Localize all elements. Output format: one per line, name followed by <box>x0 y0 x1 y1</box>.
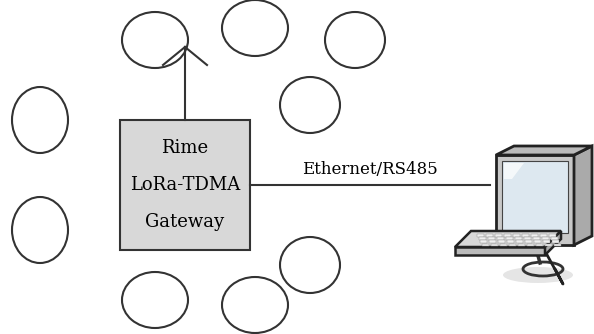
Polygon shape <box>574 146 592 245</box>
Polygon shape <box>549 234 556 236</box>
Polygon shape <box>508 243 516 246</box>
Polygon shape <box>489 240 496 243</box>
Polygon shape <box>455 247 545 255</box>
Polygon shape <box>488 237 494 240</box>
Polygon shape <box>504 163 524 179</box>
Polygon shape <box>455 231 561 247</box>
Polygon shape <box>532 237 539 240</box>
Polygon shape <box>502 161 568 233</box>
Polygon shape <box>552 240 559 243</box>
FancyBboxPatch shape <box>120 120 250 250</box>
Polygon shape <box>482 243 488 246</box>
Text: Ethernet/RS485: Ethernet/RS485 <box>302 161 438 178</box>
Polygon shape <box>496 146 592 155</box>
Polygon shape <box>486 234 493 236</box>
Polygon shape <box>523 237 530 240</box>
Polygon shape <box>554 243 561 246</box>
Polygon shape <box>480 240 487 243</box>
Polygon shape <box>477 234 484 236</box>
Polygon shape <box>500 243 507 246</box>
Polygon shape <box>525 240 532 243</box>
Polygon shape <box>536 243 542 246</box>
Polygon shape <box>497 237 504 240</box>
Polygon shape <box>545 231 561 255</box>
Polygon shape <box>517 243 525 246</box>
Polygon shape <box>479 237 485 240</box>
Polygon shape <box>495 234 502 236</box>
Polygon shape <box>534 240 541 243</box>
Polygon shape <box>504 234 511 236</box>
Polygon shape <box>507 240 514 243</box>
Polygon shape <box>505 237 513 240</box>
Ellipse shape <box>503 267 573 283</box>
Polygon shape <box>540 234 547 236</box>
Polygon shape <box>551 237 558 240</box>
Text: LoRa-TDMA: LoRa-TDMA <box>130 176 240 194</box>
Polygon shape <box>526 243 533 246</box>
Polygon shape <box>542 237 548 240</box>
Polygon shape <box>543 240 550 243</box>
Polygon shape <box>531 234 538 236</box>
Polygon shape <box>496 155 574 245</box>
Text: Gateway: Gateway <box>146 213 225 231</box>
Polygon shape <box>522 234 529 236</box>
Polygon shape <box>513 234 520 236</box>
Text: Rime: Rime <box>162 139 208 157</box>
Polygon shape <box>498 240 505 243</box>
Polygon shape <box>516 240 523 243</box>
Polygon shape <box>545 243 551 246</box>
Polygon shape <box>491 243 498 246</box>
Polygon shape <box>514 237 522 240</box>
